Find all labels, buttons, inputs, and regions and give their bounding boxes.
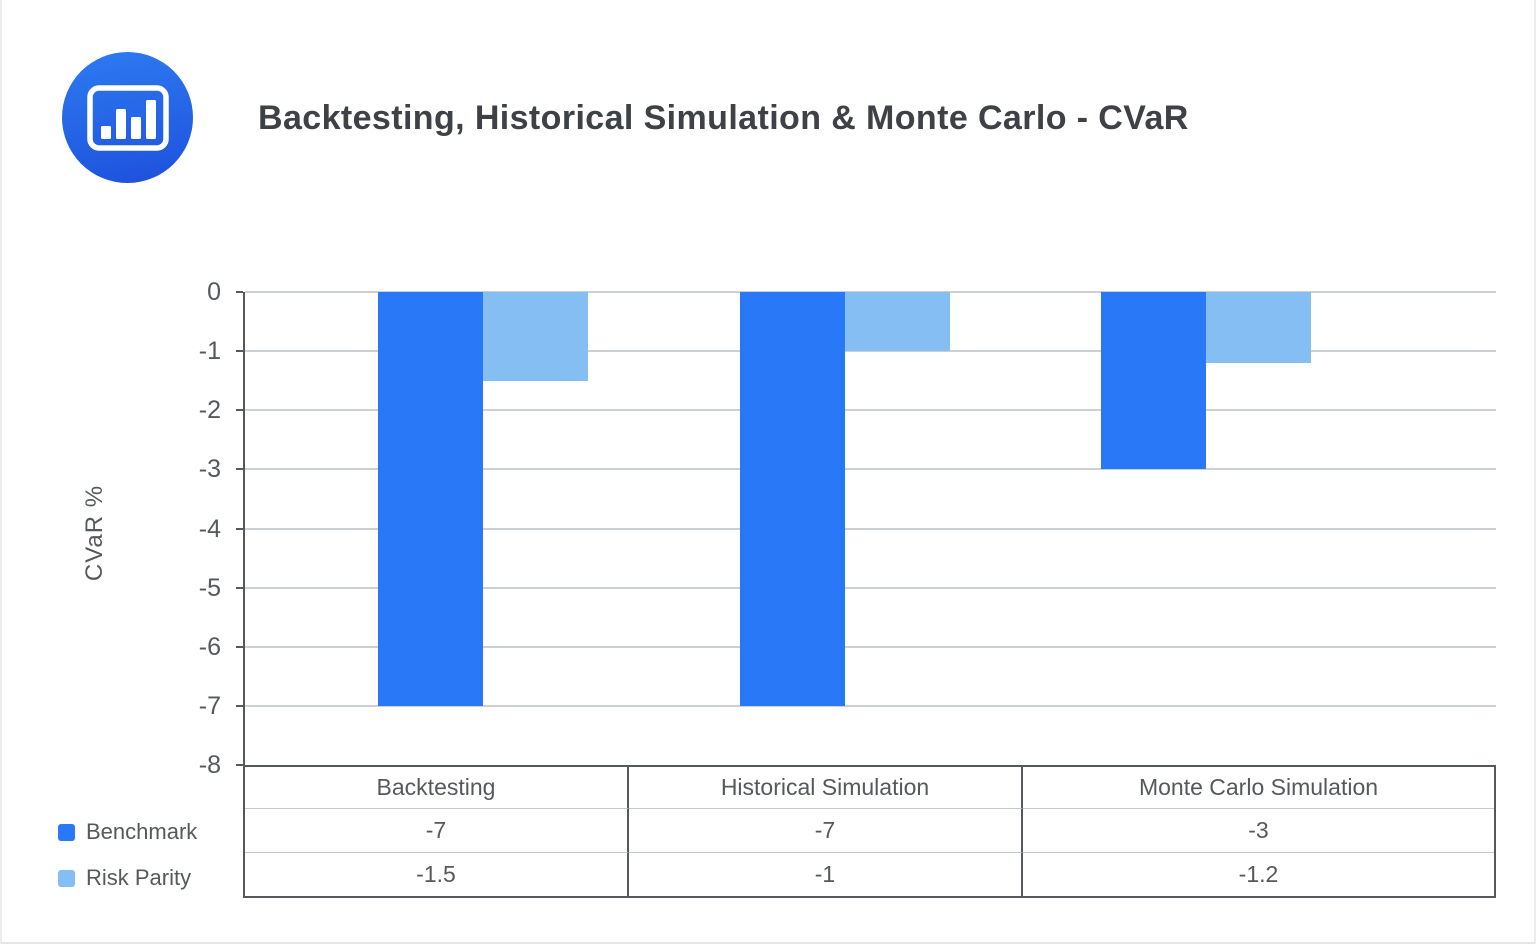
legend-label-risk-parity: Risk Parity	[86, 865, 192, 890]
app-logo	[62, 52, 193, 183]
benchmark-swatch-icon	[58, 823, 75, 841]
gridline--7	[245, 704, 1496, 707]
plot-area: 0 -1 -2 -3 -4 -5 -6 -7 -8	[199, 278, 1496, 779]
table-cell-benchmark-backtesting: -7	[245, 809, 629, 853]
table-header-backtesting: Backtesting	[245, 767, 629, 809]
gridline--5	[245, 586, 1496, 589]
table-cell-risk-parity-historical-simulation: -1	[629, 853, 1023, 896]
risk-parity-swatch-icon	[58, 869, 75, 887]
bar-benchmark-monte-carlo-simulation	[1101, 292, 1206, 470]
y-tick--1	[236, 350, 243, 353]
table-header-historical-simulation: Historical Simulation	[629, 767, 1023, 809]
y-tick-label--6: -6	[198, 632, 221, 661]
y-axis-title: CVaR %	[81, 484, 108, 582]
y-tick-label--3: -3	[198, 455, 221, 484]
y-tick-label--5: -5	[198, 573, 221, 602]
bar-risk-parity-backtesting	[483, 292, 588, 381]
y-tick-label--4: -4	[198, 514, 221, 543]
legend-label-benchmark: Benchmark	[86, 819, 198, 844]
y-tick-label--7: -7	[198, 691, 221, 720]
bar-benchmark-backtesting	[378, 292, 483, 706]
y-tick-label--8: -8	[198, 751, 221, 779]
table-header-monte-carlo-simulation: Monte Carlo Simulation	[1023, 767, 1494, 809]
y-tick--7	[236, 704, 243, 707]
y-tick--8	[236, 764, 243, 766]
bar-risk-parity-historical-simulation	[844, 292, 950, 352]
y-tick-label--2: -2	[198, 396, 221, 425]
data-table: Backtesting Historical Simulation Monte …	[243, 765, 1496, 898]
bar-risk-parity-monte-carlo-simulation	[1206, 292, 1311, 363]
y-tick-label--1: -1	[198, 337, 221, 366]
legend-item-risk-parity: Risk Parity	[58, 865, 192, 890]
y-tick--5	[236, 586, 243, 589]
y-tick--2	[236, 409, 243, 412]
y-tick--6	[236, 645, 243, 648]
gridline--1	[245, 350, 1496, 353]
gridline--4	[245, 527, 1496, 530]
y-tick-0	[236, 291, 243, 293]
y-tick--4	[236, 527, 243, 530]
y-tick--3	[236, 468, 243, 471]
legend-item-benchmark: Benchmark	[58, 819, 198, 844]
table-cell-benchmark-monte-carlo-simulation: -3	[1023, 809, 1494, 853]
gridline--2	[245, 409, 1496, 412]
chart-title: Backtesting, Historical Simulation & Mon…	[258, 99, 1189, 137]
table-cell-risk-parity-backtesting: -1.5	[245, 853, 629, 896]
bar-chart-icon	[86, 84, 169, 151]
bar-benchmark-historical-simulation	[739, 292, 845, 706]
gridline--6	[245, 645, 1496, 648]
table-cell-benchmark-historical-simulation: -7	[629, 809, 1023, 853]
y-tick-label-0: 0	[207, 278, 221, 306]
table-cell-risk-parity-monte-carlo-simulation: -1.2	[1238, 861, 1279, 887]
gridline--3	[245, 468, 1496, 471]
